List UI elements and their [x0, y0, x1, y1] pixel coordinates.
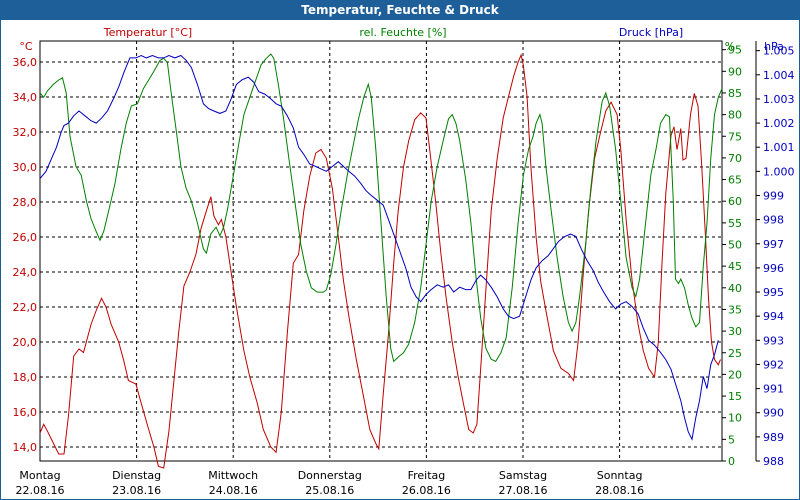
- x-day-label: Mittwoch: [208, 469, 258, 482]
- humidity-tick-label: 0: [728, 455, 735, 468]
- humidity-tick-label: 90: [728, 65, 742, 78]
- x-day-label: Dienstag: [112, 469, 161, 482]
- x-day-label: Freitag: [408, 469, 446, 482]
- temperature-tick-label: 30,0: [13, 161, 38, 174]
- temperature-tick-label: 24,0: [13, 266, 38, 279]
- humidity-tick-label: 70: [728, 152, 742, 165]
- series-line-humidity: [39, 53, 723, 363]
- humidity-tick-label: 35: [728, 303, 742, 316]
- humidity-tick-label: 20: [728, 368, 742, 381]
- temperature-tick-label: 16,0: [13, 406, 38, 419]
- humidity-tick-label: 65: [728, 174, 742, 187]
- humidity-tick-label: 25: [728, 347, 742, 360]
- temperature-tick-label: 20,0: [13, 336, 38, 349]
- title-bar: [0, 0, 800, 20]
- temperature-tick-label: 36,0: [13, 56, 38, 69]
- pressure-axis-title: Druck [hPa]: [619, 26, 683, 39]
- humidity-tick-label: 95: [728, 44, 742, 57]
- axes: °C Temperatur [°C] rel. Feuchte [%] Druc…: [13, 26, 795, 468]
- x-day-label: Montag: [19, 469, 60, 482]
- humidity-tick-label: 60: [728, 195, 742, 208]
- pressure-tick-label: 997: [763, 238, 784, 251]
- x-date-label: 22.08.16: [16, 484, 65, 497]
- pressure-tick-label: 998: [763, 214, 784, 227]
- temperature-tick-label: 32,0: [13, 126, 38, 139]
- temperature-unit-label: °C: [19, 40, 33, 53]
- series: [39, 53, 723, 469]
- humidity-tick-label: 85: [728, 87, 742, 100]
- x-day-label: Donnerstag: [298, 469, 362, 482]
- humidity-tick-label: 15: [728, 390, 742, 403]
- humidity-tick-label: 10: [728, 412, 742, 425]
- x-day-label: Samstag: [499, 469, 547, 482]
- pressure-tick-label: 995: [763, 286, 784, 299]
- humidity-tick-label: 50: [728, 239, 742, 252]
- humidity-tick-label: 55: [728, 217, 742, 230]
- pressure-tick-label: 994: [763, 310, 784, 323]
- pressure-tick-label: 1.000: [763, 165, 795, 178]
- pressure-tick-label: 996: [763, 262, 784, 275]
- pressure-tick-label: 993: [763, 334, 784, 347]
- series-line-temperature: [39, 53, 721, 469]
- x-date-label: 24.08.16: [209, 484, 258, 497]
- x-axis-labels: Montag 22.08.16 Dienstag 23.08.16 Mittwoch 24…: [16, 469, 645, 497]
- grid: [39, 40, 723, 462]
- plot-frame: [39, 40, 723, 462]
- pressure-tick-label: 1.004: [763, 69, 795, 82]
- humidity-tick-label: 80: [728, 109, 742, 122]
- pressure-tick-label: 992: [763, 358, 784, 371]
- humidity-tick-label: 75: [728, 130, 742, 143]
- pressure-tick-label: 1.002: [763, 117, 795, 130]
- humidity-tick-label: 5: [728, 433, 735, 446]
- x-date-label: 27.08.16: [499, 484, 548, 497]
- x-date-label: 23.08.16: [112, 484, 161, 497]
- x-date-label: 28.08.16: [595, 484, 644, 497]
- temperature-tick-label: 22,0: [13, 301, 38, 314]
- temperature-tick-label: 26,0: [13, 231, 38, 244]
- humidity-tick-label: 40: [728, 282, 742, 295]
- chart-title: Temperatur, Feuchte & Druck: [301, 3, 499, 17]
- pressure-tick-label: 989: [763, 431, 784, 444]
- pressure-tick-label: 999: [763, 189, 784, 202]
- pressure-tick-label: 1.005: [763, 45, 795, 58]
- pressure-unit-label: hPa: [764, 40, 784, 53]
- pressure-tick-label: 988: [763, 455, 784, 468]
- x-date-label: 25.08.16: [305, 484, 354, 497]
- temperature-tick-label: 18,0: [13, 371, 38, 384]
- temperature-tick-label: 14,0: [13, 441, 38, 454]
- humidity-axis-title: rel. Feuchte [%]: [359, 26, 446, 39]
- humidity-tick-label: 30: [728, 325, 742, 338]
- pressure-tick-label: 990: [763, 407, 784, 420]
- pressure-tick-label: 991: [763, 383, 784, 396]
- x-date-label: 26.08.16: [402, 484, 451, 497]
- pressure-tick-label: 1.003: [763, 93, 795, 106]
- temperature-axis-title: Temperatur [°C]: [103, 26, 192, 39]
- x-day-label: Sonntag: [597, 469, 643, 482]
- humidity-unit-label: %: [725, 40, 735, 53]
- temperature-tick-label: 34,0: [13, 91, 38, 104]
- temperature-tick-label: 28,0: [13, 196, 38, 209]
- series-line-pressure: [39, 54, 719, 441]
- pressure-tick-label: 1.001: [763, 141, 795, 154]
- humidity-tick-label: 45: [728, 260, 742, 273]
